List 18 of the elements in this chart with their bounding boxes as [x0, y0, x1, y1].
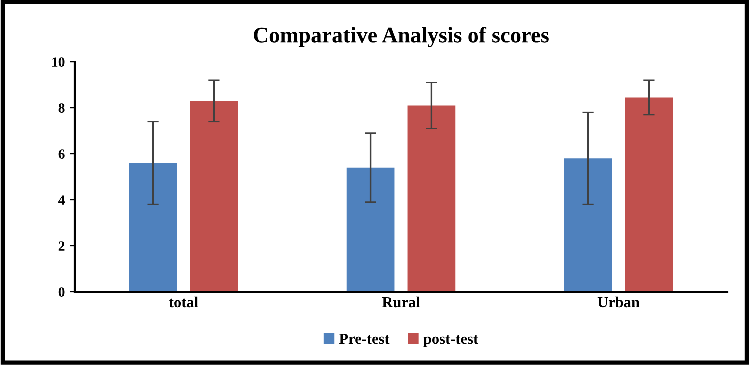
x-tick-label: Urban — [598, 296, 640, 308]
y-tick-label: 6 — [58, 150, 65, 159]
bar — [625, 98, 674, 292]
y-tick-label: 8 — [58, 104, 65, 113]
bar — [564, 158, 612, 292]
y-tick-label: 0 — [58, 288, 65, 297]
y-tick-label: 10 — [52, 58, 65, 68]
bar — [408, 106, 456, 292]
bar — [190, 101, 238, 292]
bar — [129, 163, 178, 292]
legend-label: Pre-test — [339, 334, 390, 344]
chart-title: Comparative Analysis of scores — [254, 26, 549, 48]
y-tick-label: 2 — [58, 242, 65, 251]
x-tick-label: total — [169, 296, 198, 308]
y-tick-label: 4 — [58, 196, 66, 205]
x-tick-label: Rural — [382, 296, 420, 308]
legend-label: post-test — [424, 335, 479, 348]
bar — [346, 168, 395, 292]
